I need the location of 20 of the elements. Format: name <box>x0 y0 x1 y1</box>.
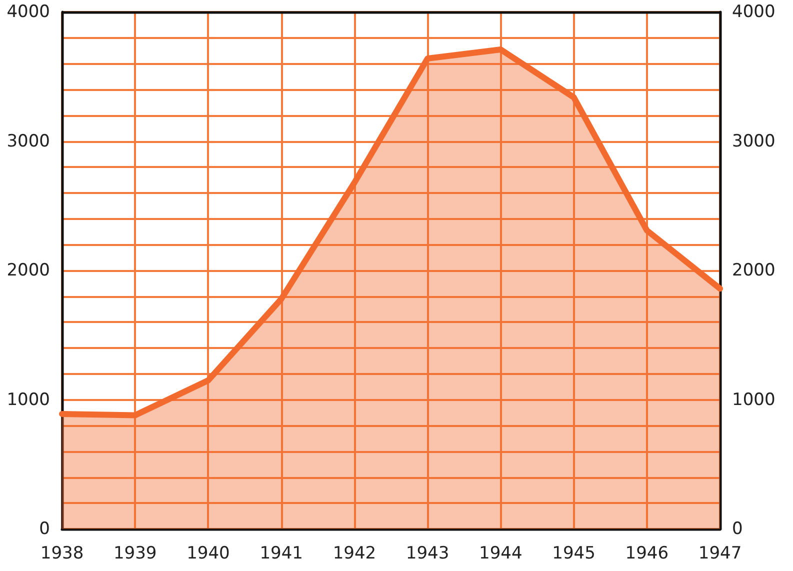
y2-tick-label: 3000 <box>732 131 776 152</box>
x-tick-label: 1943 <box>406 544 450 564</box>
x-tick-label: 1941 <box>260 544 303 564</box>
y2-tick-label: 0 <box>732 519 743 539</box>
y-tick-label: 3000 <box>6 131 50 152</box>
y2-tick-label: 1000 <box>732 390 776 410</box>
x-tick-label: 1940 <box>186 544 230 564</box>
y-tick-label: 4000 <box>6 2 50 22</box>
x-tick-label: 1946 <box>625 544 669 564</box>
y-tick-label: 0 <box>39 519 50 539</box>
x-tick-label: 1944 <box>479 544 522 564</box>
x-tick-label: 1939 <box>113 544 157 564</box>
x-tick-label: 1945 <box>552 544 596 564</box>
x-tick-label: 1938 <box>40 544 84 564</box>
y2-tick-label: 2000 <box>732 260 776 280</box>
y2-tick-label: 4000 <box>732 2 776 22</box>
x-tick-label: 1942 <box>332 544 376 564</box>
y-tick-label: 2000 <box>6 260 50 280</box>
y-tick-label: 1000 <box>6 390 50 410</box>
x-tick-label: 1947 <box>698 544 742 564</box>
